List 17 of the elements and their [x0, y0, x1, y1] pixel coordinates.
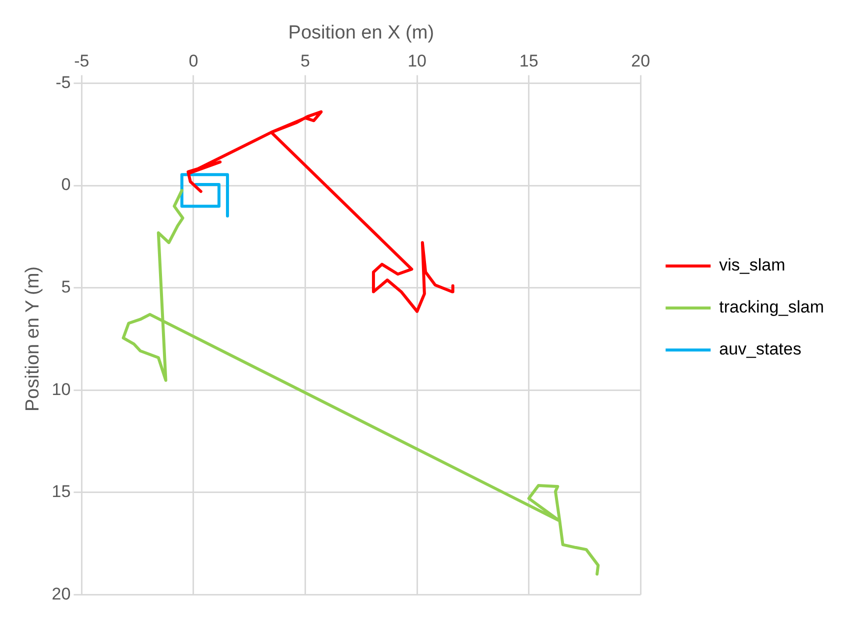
- y-tick-label: 0: [61, 175, 71, 194]
- x-tick-label: 5: [300, 52, 310, 71]
- y-axis-title: Position en Y (m): [22, 266, 44, 412]
- y-tick-label: 5: [61, 278, 71, 297]
- x-tick-label: 20: [631, 52, 650, 71]
- legend-label: auv_states: [719, 340, 802, 359]
- y-tick-label: -5: [56, 72, 71, 92]
- y-tick-label: 20: [52, 584, 71, 604]
- y-tick-label: 10: [52, 380, 71, 399]
- y-tick-label: 15: [52, 482, 71, 502]
- x-tick-label: 0: [188, 52, 198, 71]
- x-axis-title: Position en X (m): [288, 22, 434, 44]
- legend-label: vis_slam: [719, 256, 786, 275]
- legend-label: tracking_slam: [719, 298, 824, 317]
- x-tick-label: 10: [408, 52, 427, 71]
- x-tick-label: -5: [74, 52, 90, 71]
- x-tick-label: 15: [519, 52, 538, 71]
